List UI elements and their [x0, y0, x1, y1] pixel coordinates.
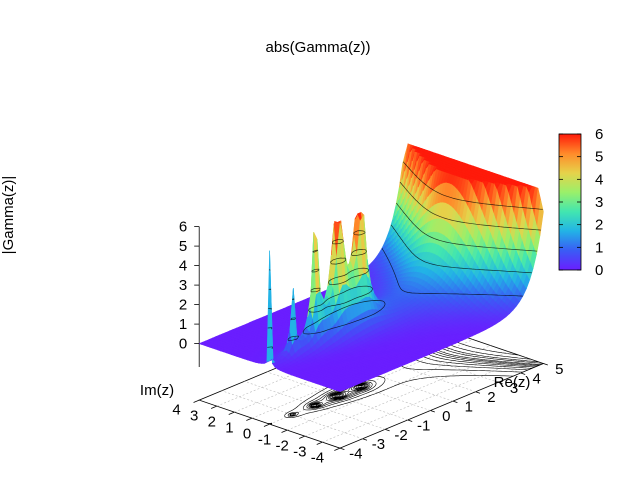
y-tick-mark — [334, 447, 341, 451]
x-tick-label: 1 — [465, 399, 473, 416]
x-tick-mark — [520, 372, 526, 375]
grid-line — [216, 321, 421, 407]
x-tick-mark — [430, 410, 435, 413]
x-tick-mark — [498, 381, 503, 385]
grid-line — [304, 351, 509, 437]
grid-line — [312, 352, 454, 402]
grid-line — [266, 371, 408, 421]
grid-line — [234, 327, 438, 413]
surface-contour-lines — [267, 161, 543, 349]
colorbar-tick-label: 2 — [595, 217, 603, 234]
y-tick-mark — [263, 423, 270, 427]
z-tick-label: 2 — [179, 297, 187, 314]
y-tick-mark — [281, 429, 288, 433]
x-tick-mark — [407, 419, 413, 422]
x-tick-mark — [339, 447, 345, 451]
z-axis-label: |Gamma(z)| — [0, 176, 17, 255]
x-axis-label: Re(z) — [494, 374, 531, 391]
y-tick-label: 1 — [225, 420, 233, 437]
grid-line — [289, 362, 431, 411]
y-tick-label: 4 — [172, 402, 180, 419]
colorbar-tick-label: 0 — [595, 262, 603, 279]
y-tick-label: 2 — [208, 414, 216, 431]
y-axis-label: Im(z) — [140, 382, 174, 399]
x-tick-label: -3 — [372, 436, 385, 453]
x-tick-label: -1 — [417, 417, 430, 434]
y-tick-mark — [316, 441, 323, 445]
z-tick-label: 5 — [179, 238, 187, 255]
colorbar-tick-label: 5 — [595, 149, 603, 166]
colorbar-tick-label: 4 — [595, 171, 603, 188]
z-tick-label: 0 — [179, 336, 187, 353]
x-tick-label: 2 — [487, 389, 495, 406]
y-tick-label: 3 — [190, 408, 198, 425]
x-tick-label: 4 — [532, 370, 540, 387]
x-tick-label: 3 — [510, 380, 518, 397]
chart-title: abs(Gamma(z)) — [265, 39, 370, 56]
y-tick-label: -2 — [276, 438, 289, 455]
x-tick-label: -4 — [349, 446, 362, 463]
x-tick-mark — [385, 428, 390, 432]
z-tick-label: 3 — [179, 277, 187, 294]
grid-line — [221, 390, 363, 440]
grid-line — [269, 339, 474, 425]
colorbar-tick-label: 1 — [595, 239, 603, 256]
colorbar-tick-label: 3 — [595, 194, 603, 211]
grid-line — [244, 381, 386, 430]
colorbar-tick-label: 6 — [595, 126, 603, 143]
x-tick-label: 5 — [555, 361, 563, 378]
z-tick-label: 4 — [179, 258, 187, 275]
y-tick-label: -4 — [311, 450, 324, 467]
y-tick-mark — [228, 411, 235, 415]
y-tick-label: -1 — [258, 432, 271, 449]
x-tick-mark — [475, 391, 481, 394]
surface-cell — [536, 199, 544, 236]
z-tick-label: 1 — [179, 316, 187, 333]
y-tick-mark — [298, 435, 305, 439]
colorbar: 0 1 2 3 4 5 6 — [558, 126, 603, 279]
y-tick-mark — [193, 399, 200, 403]
y-tick-label: 0 — [243, 426, 251, 443]
gamma-surface — [198, 143, 544, 392]
x-tick-mark — [362, 438, 368, 441]
z-tick-label: 6 — [179, 219, 187, 236]
x-tick-mark — [452, 400, 458, 404]
x-tick-label: 0 — [442, 408, 450, 425]
y-tick-mark — [210, 405, 217, 409]
y-tick-label: -3 — [293, 444, 306, 461]
x-tick-label: -2 — [394, 427, 407, 444]
grid-line — [251, 333, 456, 419]
x-tick-mark — [543, 363, 548, 366]
grid-line — [357, 334, 499, 383]
grid-line — [287, 345, 491, 431]
y-tick-mark — [246, 417, 253, 421]
grid-line — [322, 357, 526, 443]
grid-line — [379, 324, 521, 374]
grid-line — [334, 343, 476, 393]
base-grid — [198, 226, 545, 449]
